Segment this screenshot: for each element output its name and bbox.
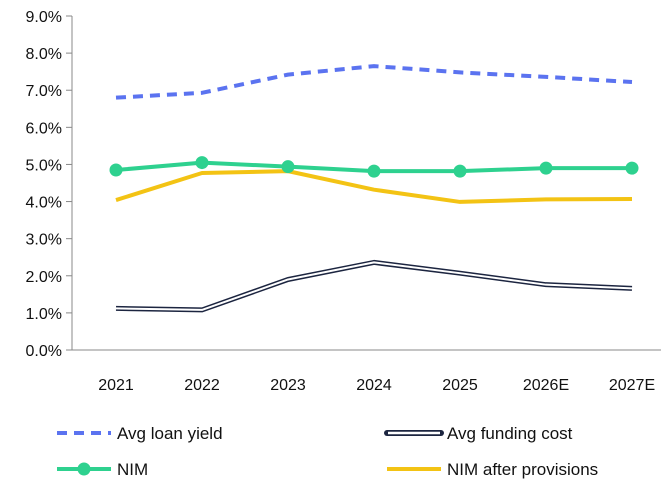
legend-label: Avg funding cost [447,424,573,443]
y-tick-label: 7.0% [26,83,62,100]
legend-label: NIM [117,460,148,479]
legend-marker [77,462,91,476]
x-axis: 2021 2022 2023 2024 2025 2026E 2027E [72,349,661,394]
series-nim [109,156,639,178]
series-nim-after-provisions [115,169,633,204]
legend-item: Avg loan yield [57,424,223,443]
series-group [109,64,639,313]
x-tick-label: 2027E [609,377,655,394]
legend-label: NIM after provisions [447,460,598,479]
y-tick-label: 4.0% [26,195,62,212]
x-tick-label: 2021 [98,377,134,394]
y-tick-label: 8.0% [26,46,62,63]
y-tick-label: 1.0% [26,306,62,323]
legend-item: NIM [57,460,148,479]
y-axis: 0.0% 1.0% 2.0% 3.0% 4.0% 5.0% 6.0% 7.0% 8.0% 9.0% [26,9,73,360]
data-point [453,164,467,178]
data-point [539,161,553,175]
series-avg-funding-cost [115,259,633,313]
y-tick-label: 6.0% [26,120,62,137]
data-point [109,163,123,177]
y-tick-label: 2.0% [26,269,62,286]
series-line-inner [115,261,633,311]
series-line-outline [115,259,633,313]
legend-item: NIM after provisions [387,460,598,479]
legend-item: Avg funding cost [384,424,573,443]
y-tick-label: 3.0% [26,232,62,249]
x-tick-label: 2026E [523,377,569,394]
x-tick-label: 2022 [184,377,220,394]
legend-label: Avg loan yield [117,424,223,443]
legend: Avg loan yield Avg funding cost NIM NIM aft… [57,424,598,479]
x-tick-label: 2023 [270,377,306,394]
data-point [367,164,381,178]
y-tick-label: 0.0% [26,343,62,360]
data-point [625,161,639,175]
x-tick-label: 2024 [356,377,392,394]
x-tick-label: 2025 [442,377,478,394]
data-point [281,160,295,174]
data-point [195,156,209,170]
series-line [115,64,633,100]
series-avg-loan-yield [115,64,633,100]
y-tick-label: 5.0% [26,157,62,174]
y-tick-label: 9.0% [26,9,62,26]
series-line [115,169,633,204]
